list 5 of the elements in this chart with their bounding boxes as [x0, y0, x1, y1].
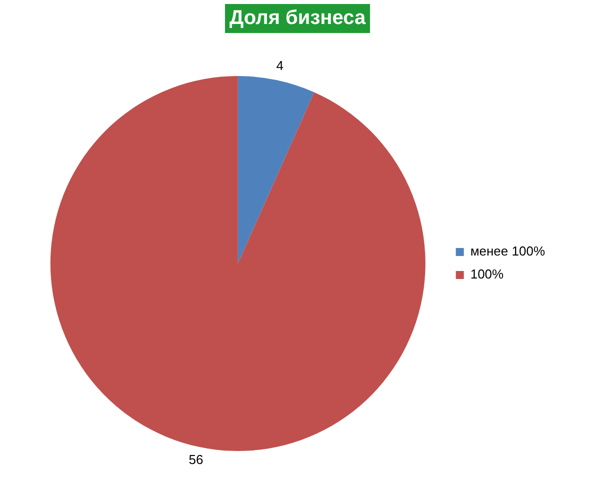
data-label: 4 — [276, 58, 284, 73]
legend-label: 100% — [470, 266, 504, 282]
data-label: 56 — [188, 452, 204, 468]
chart-title: Доля бизнеса — [225, 4, 370, 33]
legend-label: менее 100% — [470, 244, 546, 259]
